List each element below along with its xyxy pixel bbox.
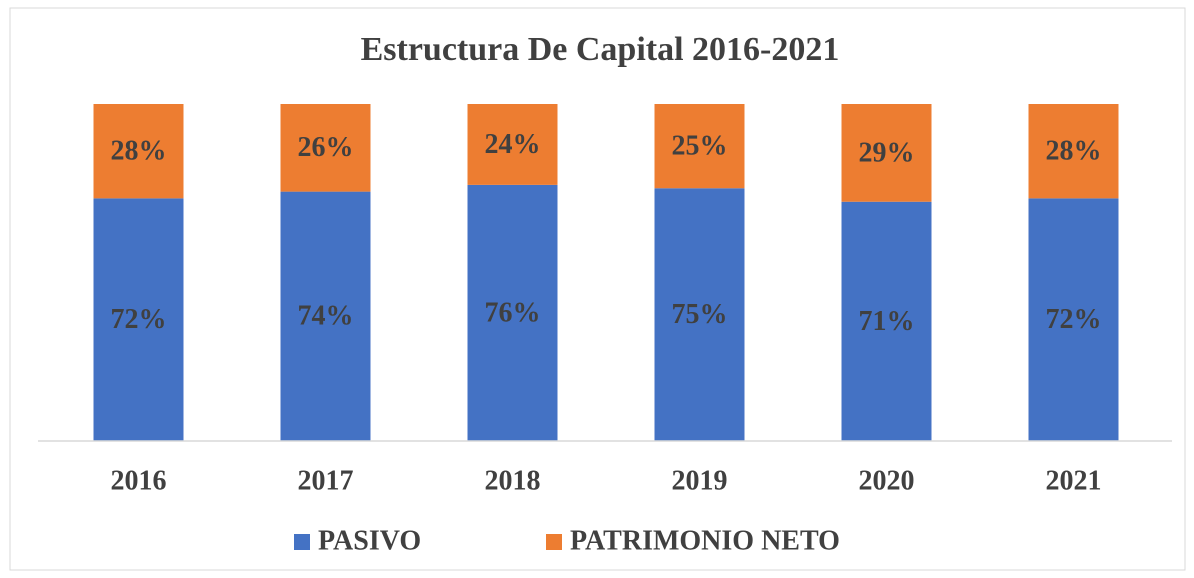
bar-segment: [93, 104, 184, 199]
legend-swatch: [546, 534, 562, 550]
legend-swatch: [294, 534, 310, 550]
data-label: 28%: [1046, 136, 1102, 167]
data-label: 76%: [485, 297, 541, 328]
bar-segment: [841, 201, 932, 441]
chart-frame: [9, 7, 1186, 571]
legend-label: PASIVO: [318, 525, 421, 556]
x-tick-label: 2017: [298, 465, 354, 496]
x-tick-label: 2019: [672, 465, 728, 496]
data-label: 72%: [1046, 304, 1102, 335]
bar-segment: [841, 104, 932, 202]
data-label: 24%: [485, 129, 541, 160]
x-tick-label: 2016: [111, 465, 167, 496]
bar-segment: [1028, 104, 1119, 199]
chart-title: Estructura De Capital 2016-2021: [361, 31, 840, 68]
bar-segment: [467, 184, 558, 441]
bar-segment: [1028, 198, 1119, 441]
legend-label: PATRIMONIO NETO: [570, 525, 840, 556]
data-label: 74%: [298, 301, 354, 332]
data-label: 26%: [298, 132, 354, 163]
data-label: 29%: [859, 137, 915, 168]
bar-segment: [280, 104, 371, 192]
x-tick-label: 2018: [485, 465, 541, 496]
x-tick-label: 2020: [859, 465, 915, 496]
bar-segment: [280, 191, 371, 441]
bar-segment: [654, 188, 745, 441]
bar-segment: [93, 198, 184, 441]
bar-segment: [467, 104, 558, 185]
bar-segment: [654, 104, 745, 189]
x-tick-label: 2021: [1046, 465, 1102, 496]
data-label: 72%: [111, 304, 167, 335]
data-label: 28%: [111, 136, 167, 167]
data-label: 71%: [859, 306, 915, 337]
data-label: 75%: [672, 299, 728, 330]
data-label: 25%: [672, 131, 728, 162]
